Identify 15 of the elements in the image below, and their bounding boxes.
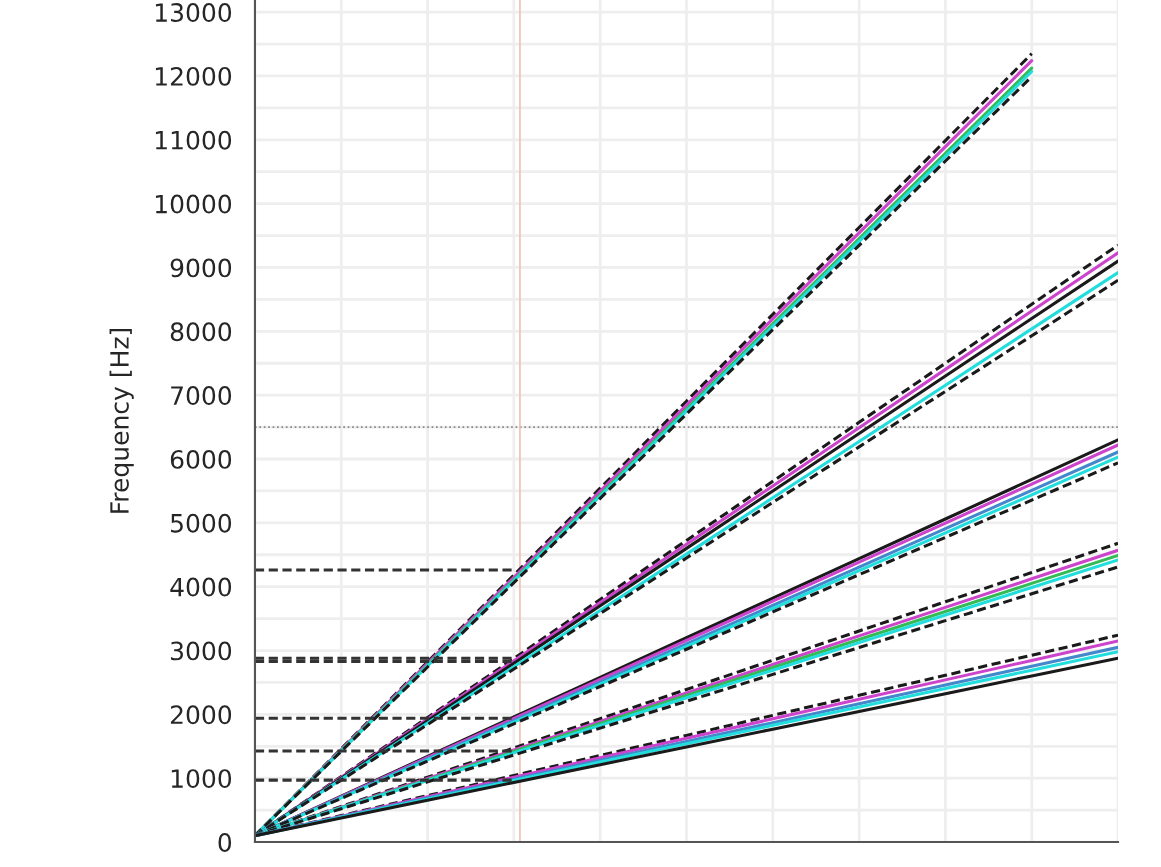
y-tick-label: 1000	[171, 769, 232, 789]
y-tick-label: 0	[218, 832, 232, 852]
y-tick-label: 8000	[170, 322, 232, 342]
y-tick-label: 3000	[171, 641, 232, 661]
y-tick-label: 11000	[155, 130, 232, 150]
y-tick-label: 13000	[155, 3, 232, 22]
y-tick-label: 12000	[155, 66, 232, 86]
y-tick-label: 7000	[171, 386, 232, 406]
y-tick-label: 9000	[170, 258, 232, 278]
y-axis-title: Frequency [Hz]	[109, 328, 134, 513]
y-tick-label: 5000	[171, 513, 232, 533]
y-tick-label: 6000	[170, 449, 232, 469]
y-tick-label: 4000	[170, 577, 232, 597]
y-tick-label: 2000	[170, 705, 232, 725]
y-tick-label: 10000	[155, 194, 232, 214]
